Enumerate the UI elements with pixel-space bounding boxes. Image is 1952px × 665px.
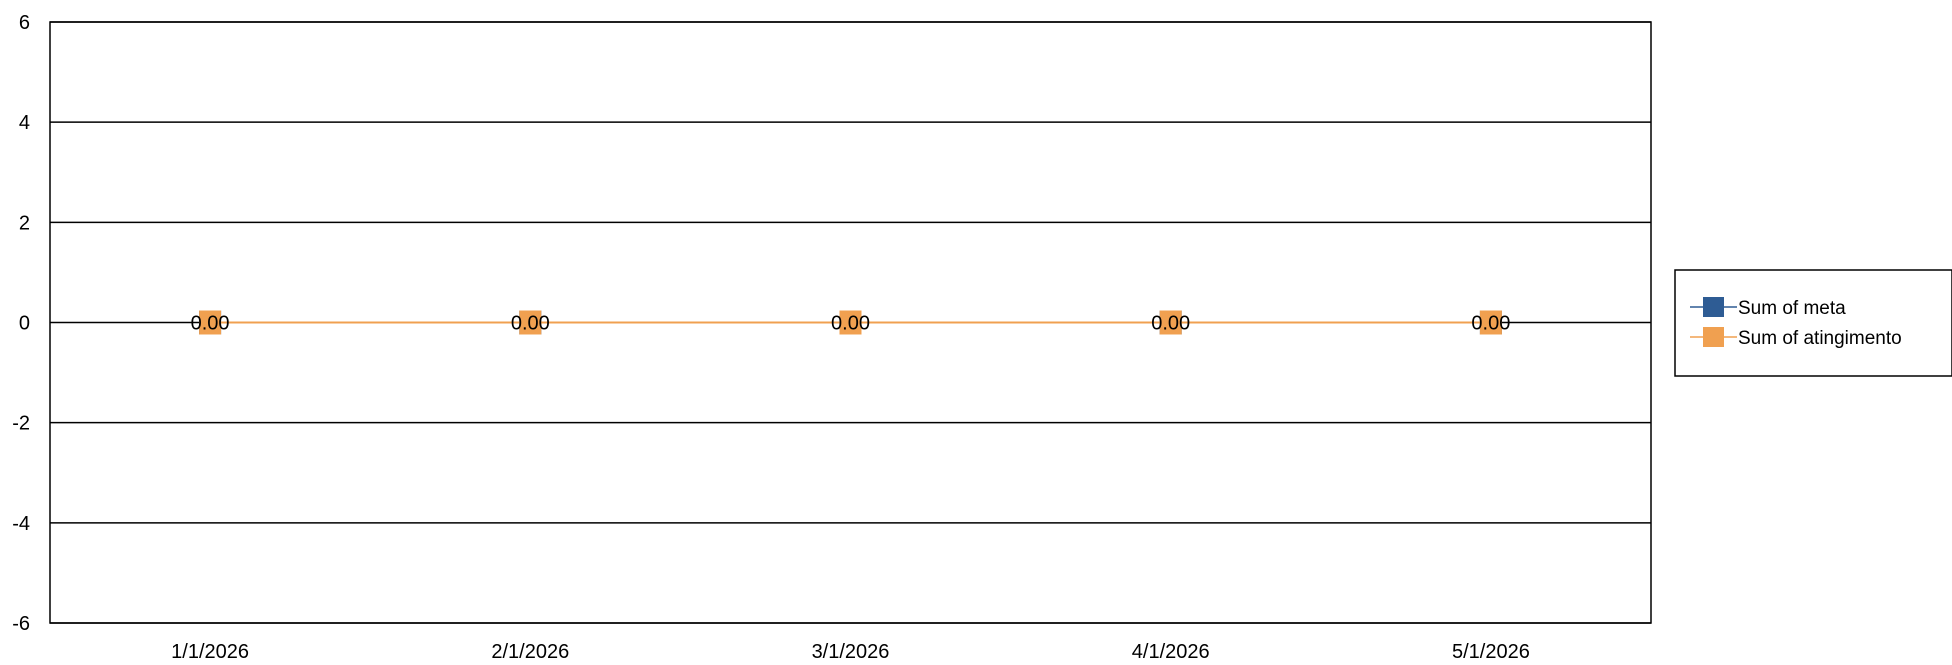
- data-label: 0.00: [511, 313, 550, 335]
- legend-marker-0: [1703, 297, 1724, 317]
- data-label: 0.00: [1151, 313, 1190, 335]
- legend-label-1: Sum of atingimento: [1738, 328, 1902, 349]
- data-point-1: [1159, 310, 1182, 335]
- y-tick-label: 0: [19, 313, 30, 335]
- data-label: 0.00: [1471, 313, 1510, 335]
- data-point-1: [519, 310, 542, 335]
- data-point-1: [1479, 310, 1502, 335]
- x-tick-label: 3/1/2026: [812, 641, 890, 663]
- y-tick-label: 4: [19, 112, 30, 134]
- x-tick-label: 2/1/2026: [491, 641, 569, 663]
- plot-area: [49, 21, 1652, 624]
- y-tick-label: -6: [12, 613, 30, 635]
- x-tick-label: 4/1/2026: [1132, 641, 1210, 663]
- series-layer: [199, 310, 1502, 335]
- data-point-1: [199, 310, 222, 335]
- legend-box: [1674, 269, 1952, 377]
- y-tick-label: 6: [19, 12, 30, 34]
- x-axis: 1/1/2026 2/1/2026 3/1/2026 4/1/2026 5/1/2026: [171, 641, 1530, 663]
- data-labels: 0.00 0.00 0.00 0.00 0.00: [191, 313, 1511, 335]
- data-label: 0.00: [191, 313, 230, 335]
- legend: Sum of meta Sum of atingimento: [1674, 269, 1952, 377]
- y-tick-label: -2: [12, 413, 30, 435]
- data-point-1: [839, 310, 862, 335]
- x-tick-label: 1/1/2026: [171, 641, 249, 663]
- y-tick-label: -4: [12, 513, 30, 535]
- data-label: 0.00: [831, 313, 870, 335]
- legend-label-0: Sum of meta: [1738, 298, 1846, 319]
- y-tick-label: 2: [19, 212, 30, 234]
- y-axis: 6 4 2 0 -2 -4 -6: [12, 12, 30, 635]
- legend-marker-1: [1703, 327, 1724, 347]
- x-tick-label: 5/1/2026: [1452, 641, 1530, 663]
